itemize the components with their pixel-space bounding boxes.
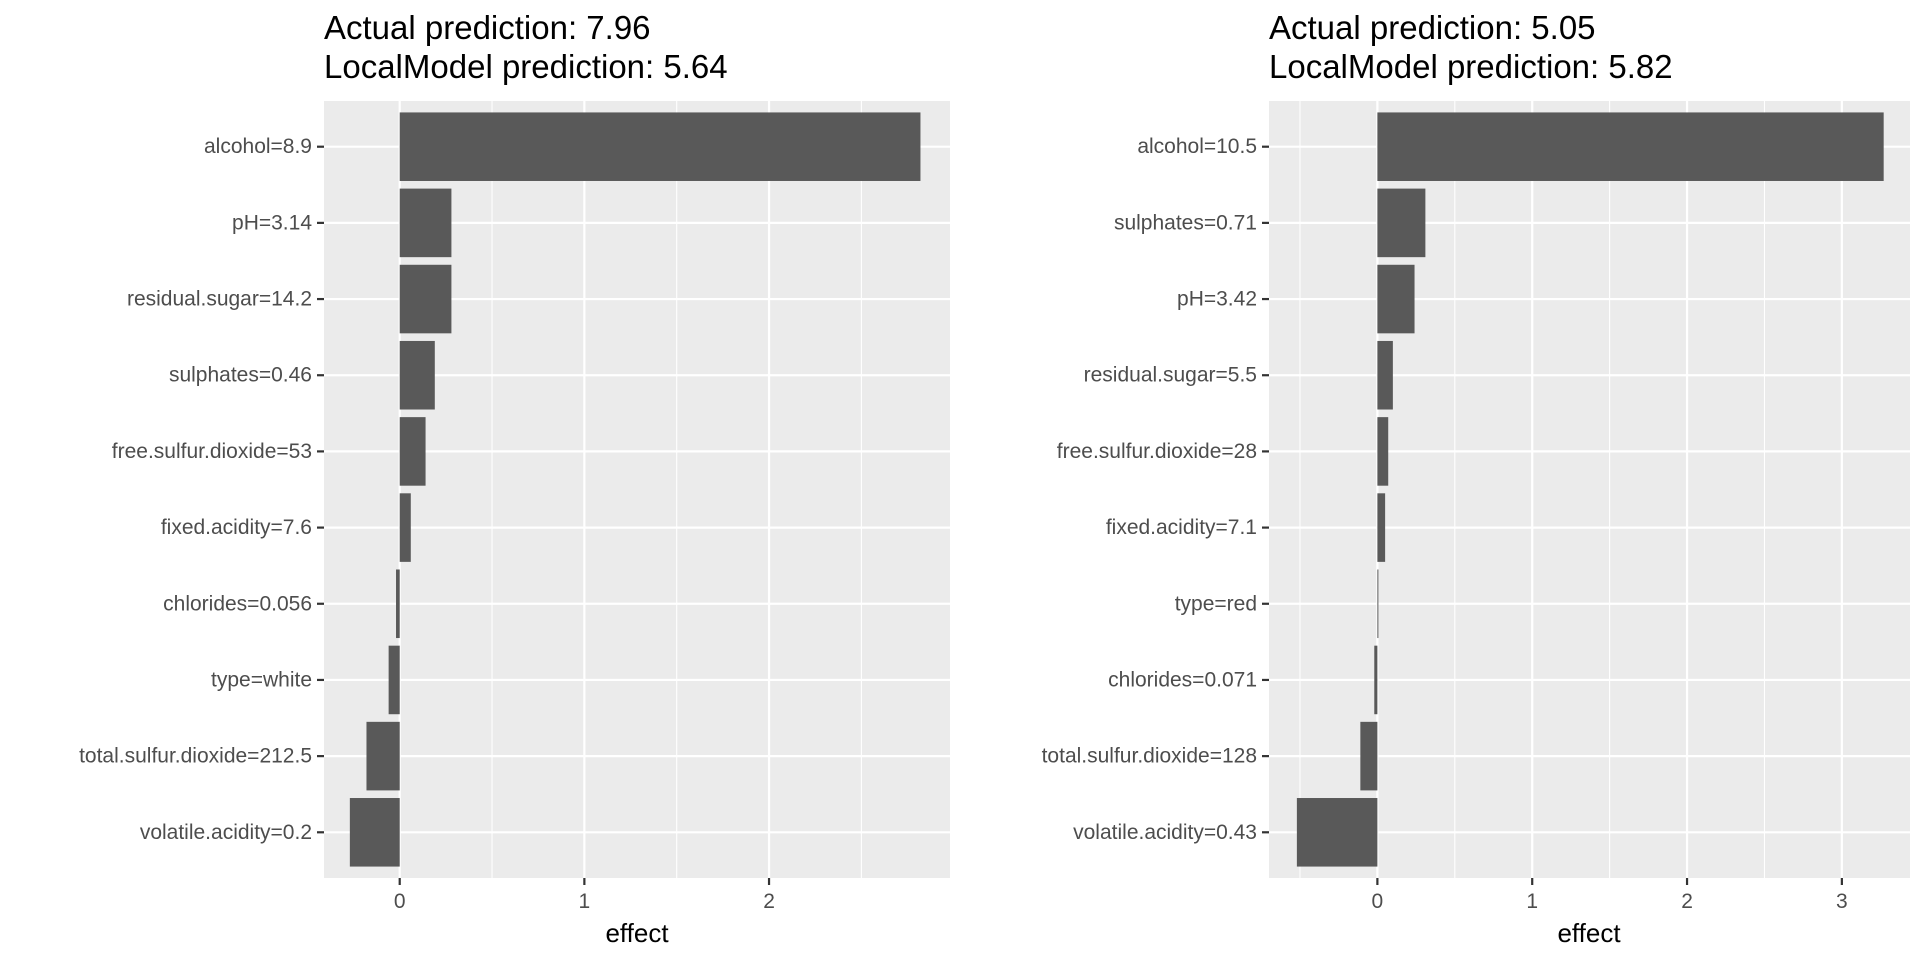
right-x-axis: 0 1 2 3 <box>1372 878 1848 913</box>
left-x-axis: 0 1 2 <box>394 878 775 913</box>
left-bar-4 <box>399 417 426 486</box>
right-x-axis-title: effect <box>1557 918 1621 948</box>
right-y-tick-label-6: type=red <box>1175 592 1257 615</box>
left-bar-2 <box>399 264 452 334</box>
right-bar-6 <box>1377 569 1379 639</box>
left-chart-panel: Actual prediction: 7.96 LocalModel predi… <box>79 9 950 948</box>
left-y-tick-label-6: chlorides=0.056 <box>163 592 312 615</box>
left-y-tick-label-5: fixed.acidity=7.6 <box>161 516 312 539</box>
left-x-tick-label-0: 0 <box>394 890 406 913</box>
left-bar-3 <box>399 340 435 410</box>
right-x-tick-label-2: 2 <box>1681 890 1693 913</box>
right-chart-title-line-2: LocalModel prediction: 5.82 <box>1269 48 1673 85</box>
right-bar-1 <box>1377 188 1426 258</box>
right-chart-title-line-1: Actual prediction: 5.05 <box>1269 9 1596 46</box>
left-chart-title-line-2: LocalModel prediction: 5.64 <box>324 48 728 85</box>
left-y-tick-label-2: residual.sugar=14.2 <box>127 288 312 311</box>
left-y-tick-label-9: volatile.acidity=0.2 <box>140 821 312 844</box>
right-bar-3 <box>1377 340 1393 410</box>
right-bar-7 <box>1374 645 1378 715</box>
right-bar-0 <box>1377 112 1884 181</box>
left-x-axis-title: effect <box>605 918 669 948</box>
right-x-tick-label-3: 3 <box>1836 890 1848 913</box>
right-x-tick-label-0: 0 <box>1372 890 1384 913</box>
right-bar-5 <box>1377 493 1386 562</box>
left-y-tick-label-8: total.sulfur.dioxide=212.5 <box>79 745 312 768</box>
left-bar-8 <box>366 721 400 791</box>
right-y-tick-label-9: volatile.acidity=0.43 <box>1073 821 1257 844</box>
left-y-tick-label-0: alcohol=8.9 <box>204 135 312 158</box>
right-y-tick-label-1: sulphates=0.71 <box>1114 211 1257 234</box>
left-bar-7 <box>388 645 400 715</box>
left-bar-1 <box>399 188 452 258</box>
right-x-tick-label-1: 1 <box>1526 890 1538 913</box>
right-bar-4 <box>1377 417 1389 486</box>
right-y-tick-label-3: residual.sugar=5.5 <box>1084 364 1257 387</box>
left-bars <box>349 112 921 867</box>
right-y-tick-label-4: free.sulfur.dioxide=28 <box>1057 440 1257 463</box>
right-y-axis: alcohol=10.5 sulphates=0.71 pH=3.42 residua… <box>1042 135 1269 844</box>
right-y-tick-label-2: pH=3.42 <box>1177 288 1257 311</box>
left-y-tick-label-4: free.sulfur.dioxide=53 <box>112 440 312 463</box>
left-chart-title-line-1: Actual prediction: 7.96 <box>324 9 651 46</box>
left-x-tick-label-2: 2 <box>763 890 775 913</box>
right-y-tick-label-0: alcohol=10.5 <box>1137 135 1257 158</box>
left-bar-0 <box>399 112 921 181</box>
left-bar-9 <box>349 798 400 867</box>
left-y-tick-label-7: type=white <box>211 668 312 691</box>
right-bar-8 <box>1360 721 1378 791</box>
right-y-tick-label-7: chlorides=0.071 <box>1108 668 1257 691</box>
right-y-tick-label-8: total.sulfur.dioxide=128 <box>1042 745 1257 768</box>
left-x-tick-label-1: 1 <box>579 890 591 913</box>
right-y-tick-label-5: fixed.acidity=7.1 <box>1106 516 1257 539</box>
left-y-tick-label-3: sulphates=0.46 <box>169 364 312 387</box>
left-bar-6 <box>396 569 400 639</box>
right-bar-9 <box>1296 798 1378 867</box>
left-y-axis: alcohol=8.9 pH=3.14 residual.sugar=14.2 sul… <box>79 135 324 844</box>
right-bars <box>1296 112 1884 867</box>
left-bar-5 <box>399 493 411 562</box>
left-y-tick-label-1: pH=3.14 <box>232 211 312 234</box>
right-chart-panel: Actual prediction: 5.05 LocalModel predi… <box>1042 9 1910 948</box>
right-bar-2 <box>1377 264 1415 334</box>
